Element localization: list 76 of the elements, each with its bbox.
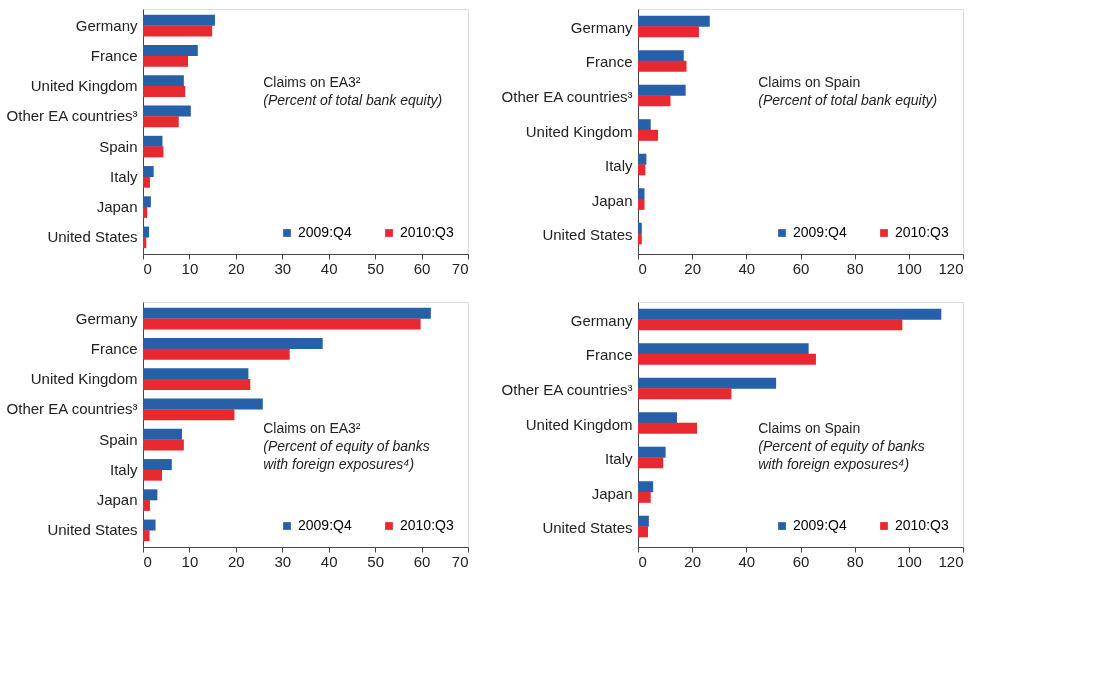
x-tick-label: 120 xyxy=(938,259,964,277)
y-tick-label: Japan xyxy=(591,191,633,209)
x-tick-label: 40 xyxy=(738,552,756,570)
y-tick-label: Germany xyxy=(570,18,633,36)
x-tick-label: 60 xyxy=(792,259,810,277)
y-tick-label: France xyxy=(585,346,633,364)
x-tick-label: 0 xyxy=(638,259,647,277)
legend-label: 2009:Q4 xyxy=(793,517,847,533)
y-tick-label: United Kingdom xyxy=(30,370,138,388)
y-tick-label: United Kingdom xyxy=(525,122,633,140)
y-tick-label: United Kingdom xyxy=(525,415,633,433)
x-tick-label: 70 xyxy=(451,259,469,277)
x-tick-label: 80 xyxy=(846,259,864,277)
x-tick-label: 80 xyxy=(846,552,864,570)
y-tick-label: Other EA countries³ xyxy=(501,87,633,105)
x-tick-label: 60 xyxy=(792,552,810,570)
y-tick-label: Japan xyxy=(96,198,138,216)
y-tick-label: United States xyxy=(47,228,138,246)
y-tick-label: Other EA countries³ xyxy=(6,107,138,125)
y-tick-label: Other EA countries³ xyxy=(6,400,138,418)
text: (Percent of equity of banks with foreign exposures⁴) xyxy=(263,438,430,473)
y-tick-label: Japan xyxy=(96,491,138,509)
x-tick-label: 10 xyxy=(181,259,199,277)
y-tick-label: Italy xyxy=(109,460,138,478)
y-tick-label: Spain xyxy=(99,137,138,155)
y-tick-label: Italy xyxy=(604,157,633,175)
text: Claims on Spain xyxy=(758,420,861,437)
legend-label: 2010:Q3 xyxy=(895,224,949,240)
x-tick-label: 0 xyxy=(638,552,647,570)
y-tick-label: United States xyxy=(542,519,633,537)
y-tick-label: Germany xyxy=(75,309,138,327)
text: Claims on Spain xyxy=(758,73,861,90)
y-tick-label: France xyxy=(90,46,138,64)
text: (Percent of total bank equity) xyxy=(758,91,938,108)
x-tick-label: 20 xyxy=(228,552,245,570)
y-tick-label: Germany xyxy=(570,311,633,329)
text: Claims on EA3² xyxy=(263,73,361,90)
x-tick-label: 0 xyxy=(143,552,152,570)
y-tick-label: France xyxy=(90,339,138,357)
x-tick-label: 30 xyxy=(274,552,292,570)
x-tick-label: 100 xyxy=(896,552,922,570)
x-tick-label: 60 xyxy=(413,552,431,570)
y-tick-label: Italy xyxy=(604,450,633,468)
x-tick-label: 40 xyxy=(320,259,338,277)
x-tick-label: 50 xyxy=(367,259,384,277)
x-tick-label: 20 xyxy=(684,552,702,570)
legend-label: 2010:Q3 xyxy=(895,517,949,533)
legend-label: 2010:Q3 xyxy=(400,517,454,533)
text: Claims on EA3² xyxy=(263,420,361,437)
x-tick-label: 100 xyxy=(896,259,922,277)
text: (Percent of total bank equity) xyxy=(263,91,443,108)
x-tick-label: 10 xyxy=(181,552,199,570)
x-tick-label: 0 xyxy=(143,259,152,277)
text: (Percent of equity of banks with foreign exposures⁴) xyxy=(758,438,925,473)
y-tick-label: United Kingdom xyxy=(30,77,138,95)
x-tick-label: 60 xyxy=(413,259,431,277)
legend-label: 2009:Q4 xyxy=(298,224,352,240)
x-tick-label: 120 xyxy=(938,552,964,570)
y-tick-label: Italy xyxy=(109,167,138,185)
x-tick-label: 20 xyxy=(228,259,245,277)
x-tick-label: 50 xyxy=(367,552,384,570)
legend-label: 2009:Q4 xyxy=(793,224,847,240)
x-tick-label: 40 xyxy=(320,552,338,570)
y-tick-label: Japan xyxy=(591,484,633,502)
legend-label: 2010:Q3 xyxy=(400,224,454,240)
x-tick-label: 70 xyxy=(451,552,469,570)
y-tick-label: United States xyxy=(47,521,138,539)
y-tick-label: Germany xyxy=(75,16,138,34)
y-tick-label: Other EA countries³ xyxy=(501,380,633,398)
y-tick-label: United States xyxy=(542,226,633,244)
y-tick-label: Spain xyxy=(99,430,138,448)
x-tick-label: 40 xyxy=(738,259,756,277)
x-tick-label: 30 xyxy=(274,259,292,277)
legend-label: 2009:Q4 xyxy=(298,517,352,533)
x-tick-label: 20 xyxy=(684,259,702,277)
y-tick-label: France xyxy=(585,53,633,71)
